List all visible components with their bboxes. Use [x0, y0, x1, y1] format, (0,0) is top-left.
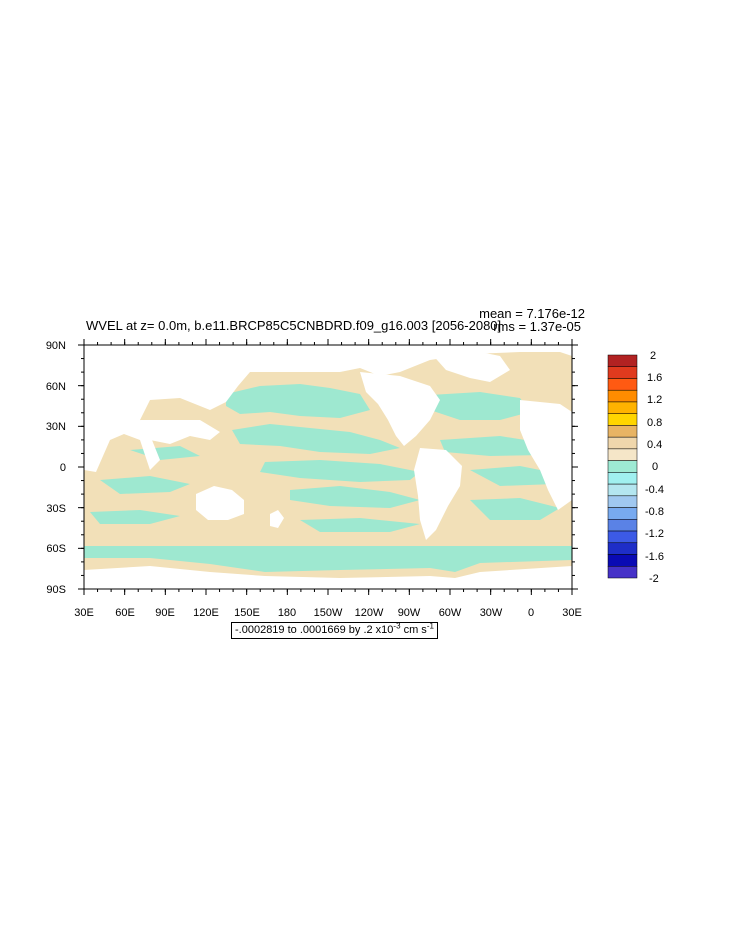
lat-label: 90S [46, 584, 66, 596]
lon-label: 30E [562, 607, 582, 619]
colorbar-swatch [607, 413, 638, 426]
colorbar-label: 0.4 [647, 439, 662, 451]
colorbar-label: 1.6 [647, 372, 662, 384]
land-masses [84, 345, 572, 589]
map-panel: 90N 60N 30N 0 30S 60S 90S 30E 60E 90E 12… [46, 339, 582, 619]
colorbar-label: -0.8 [645, 506, 664, 518]
colorbar-swatch [607, 378, 638, 391]
colorbar-swatch [607, 460, 638, 473]
colorbar [607, 354, 638, 579]
lon-label: 180 [278, 607, 296, 619]
range-exponent: -3 [393, 621, 401, 631]
lon-label: 150W [314, 607, 343, 619]
colorbar-swatch [607, 354, 638, 367]
colorbar-swatch [607, 401, 638, 414]
colorbar-label: 1.2 [647, 394, 662, 406]
lon-label: 90W [398, 607, 421, 619]
lat-label: 60S [46, 543, 66, 555]
colorbar-label: -2 [649, 573, 659, 585]
colorbar-swatch [607, 495, 638, 508]
colorbar-swatch [607, 554, 638, 567]
lon-label: 0 [528, 607, 534, 619]
range-text: -.0002819 to .0001669 by .2 x10 [235, 624, 394, 636]
colorbar-label: -0.4 [645, 484, 664, 496]
colorbar-swatch [607, 507, 638, 520]
colorbar-swatch [607, 366, 638, 379]
lon-label: 120E [193, 607, 219, 619]
colorbar-swatch [607, 436, 638, 450]
colorbar-label: 2 [650, 350, 656, 362]
colorbar-label: 0 [652, 461, 658, 473]
colorbar-label: -1.2 [645, 528, 664, 540]
mean-stat: mean = 7.176e-12 [479, 306, 585, 321]
colorbar-swatch [607, 530, 638, 544]
latitude-labels: 90N 60N 30N 0 30S 60S 90S [46, 340, 66, 596]
lat-label: 30S [46, 503, 66, 515]
colorbar-swatch [607, 472, 638, 485]
colorbar-swatch [607, 566, 638, 579]
lon-label: 150E [234, 607, 260, 619]
range-units-exponent: -1 [426, 621, 434, 631]
longitude-labels: 30E 60E 90E 120E 150E 180 150W 120W 90W … [74, 607, 582, 619]
lon-label: 60E [115, 607, 135, 619]
colorbar-swatch [607, 519, 638, 532]
lon-label: 120W [355, 607, 384, 619]
plot-title: WVEL at z= 0.0m, b.e11.BRCP85C5CNBDRD.f0… [86, 318, 502, 333]
colorbar-swatch [607, 448, 638, 461]
lon-label: 90E [155, 607, 175, 619]
colorbar-swatch [607, 389, 638, 403]
colorbar-swatch [607, 542, 638, 555]
lat-label: 60N [46, 381, 66, 393]
lat-label: 0 [60, 462, 66, 474]
colorbar-label: 0.8 [647, 417, 662, 429]
contour-range-info: -.0002819 to .0001669 by .2 x10-3 cm s-1 [231, 622, 438, 639]
lat-label: 90N [46, 340, 66, 352]
colorbar-label: -1.6 [645, 551, 664, 563]
range-units: cm s [400, 624, 427, 636]
colorbar-swatch [607, 483, 638, 497]
lat-label: 30N [46, 421, 66, 433]
colorbar-labels: 2 1.6 1.2 0.8 0.4 0 -0.4 -0.8 -1.2 -1.6 … [645, 350, 664, 585]
axis-ticks [78, 339, 578, 595]
rms-stat: rms = 1.37e-05 [493, 319, 581, 334]
lon-label: 30E [74, 607, 94, 619]
colorbar-swatch [607, 425, 638, 438]
lon-label: 60W [439, 607, 462, 619]
lon-label: 30W [480, 607, 503, 619]
